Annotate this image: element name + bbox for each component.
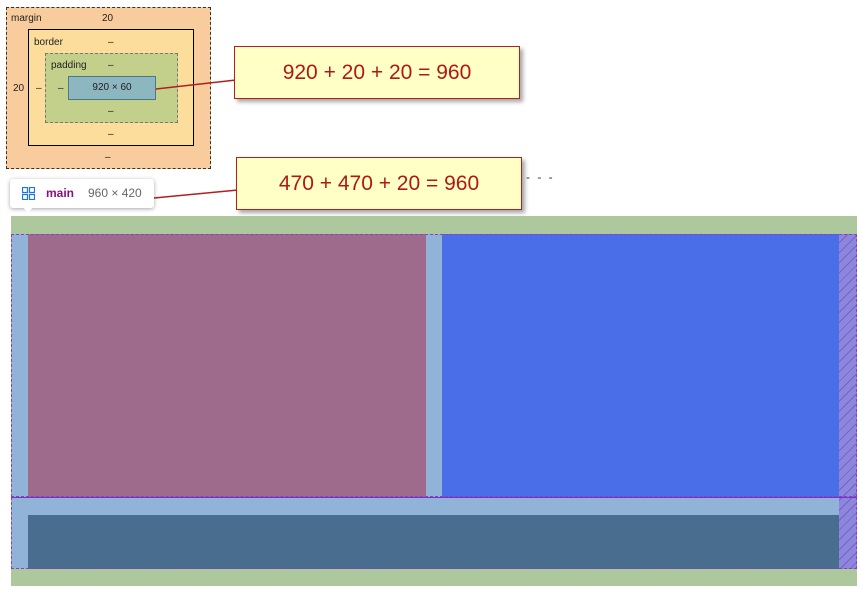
padding-top-value[interactable]: – <box>108 60 114 71</box>
margin-left-value[interactable]: 20 <box>13 83 25 94</box>
border-left-value[interactable]: – <box>36 83 42 94</box>
padding-left-value[interactable]: – <box>58 83 64 94</box>
element-tooltip: main 960 × 420 <box>10 179 154 208</box>
tooltip-size: 960 × 420 <box>88 186 142 200</box>
border-bottom-value[interactable]: – <box>108 129 114 140</box>
footer-block[interactable] <box>28 515 839 569</box>
margin-label: margin <box>11 13 42 24</box>
row-divider <box>11 497 857 498</box>
grid-layout-icon <box>22 187 35 200</box>
border-top-value[interactable]: – <box>108 37 114 48</box>
border-label: border <box>34 37 63 48</box>
callout-width-columns: 470 + 470 + 20 = 960 <box>236 157 522 210</box>
padding-label: padding <box>51 60 87 71</box>
left-column[interactable] <box>28 234 426 497</box>
footer-row-outline <box>11 497 857 569</box>
box-model-content-size[interactable]: 920 × 60 <box>68 76 156 100</box>
tooltip-tag-name: main <box>46 186 75 200</box>
right-column[interactable] <box>442 234 839 497</box>
overflow-hatch <box>839 234 857 569</box>
flex-row-outline <box>11 234 857 497</box>
margin-bottom-value[interactable]: – <box>105 152 111 163</box>
padding-bottom-value[interactable]: – <box>108 106 114 117</box>
tooltip-arrow <box>22 206 34 213</box>
callout-width-content: 920 + 20 + 20 = 960 <box>234 46 520 99</box>
margin-top-value[interactable]: 20 <box>102 13 114 24</box>
dashed-guide: - - - <box>526 170 555 184</box>
